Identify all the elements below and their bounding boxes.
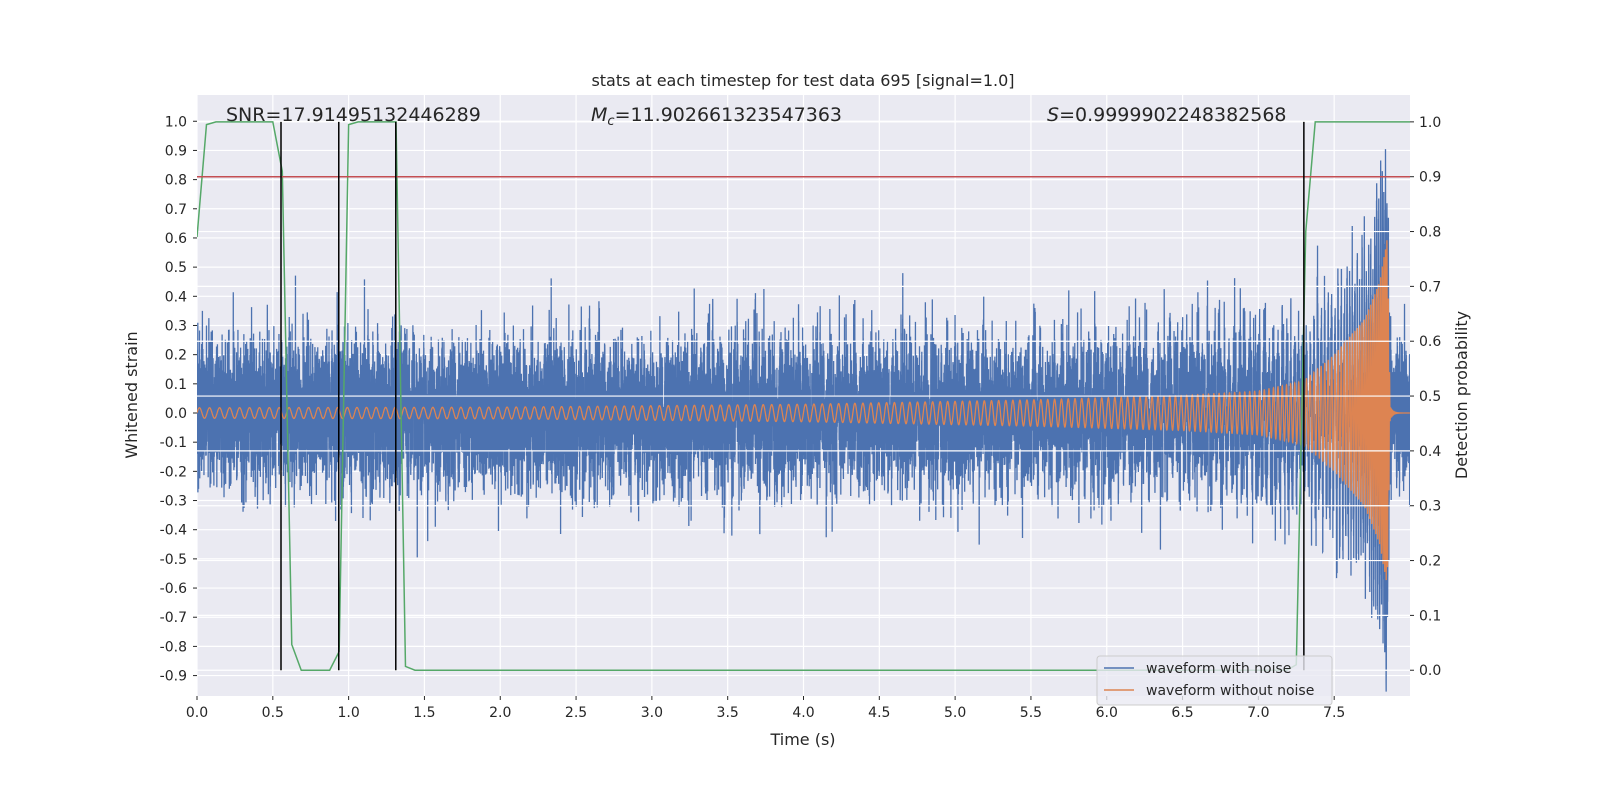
y2-tick-label: 1.0 xyxy=(1419,115,1441,131)
legend-label-noise: waveform with noise xyxy=(1146,661,1291,677)
legend: waveform with noise waveform without noi… xyxy=(1096,655,1333,706)
x-tick-label: 7.5 xyxy=(1323,705,1345,721)
y-tick-label: 0.5 xyxy=(165,260,187,276)
x-tick-label: 3.0 xyxy=(641,705,663,721)
x-tick-label: 5.0 xyxy=(944,705,966,721)
chart-title: stats at each timestep for test data 695… xyxy=(591,71,1014,90)
x-tick-label: 1.0 xyxy=(337,705,359,721)
y-tick-label: -0.4 xyxy=(160,523,187,539)
y-axis-label: Whitened strain xyxy=(122,331,141,458)
legend-box xyxy=(1096,655,1333,706)
y2-tick-label: 0.1 xyxy=(1419,608,1441,624)
s-symbol: S xyxy=(1047,104,1059,126)
y-tick-label: -0.5 xyxy=(160,552,187,568)
y2-tick-label: 0.3 xyxy=(1419,499,1441,515)
snr-annotation: SNR=17.91495132446289 xyxy=(226,104,481,126)
y2-tick-label: 0.6 xyxy=(1419,334,1441,350)
mc-value: =11.902661323547363 xyxy=(615,104,842,126)
y-tick-label: 0.7 xyxy=(165,202,187,218)
mc-symbol: M xyxy=(591,104,607,126)
y-tick-label: 0.8 xyxy=(165,173,187,189)
y-tick-label: -0.8 xyxy=(160,639,187,655)
y2-tick-label: 0.8 xyxy=(1419,225,1441,241)
x-tick-label: 4.5 xyxy=(868,705,890,721)
y-tick-label: -0.7 xyxy=(160,610,187,626)
legend-label-clean: waveform without noise xyxy=(1146,683,1314,699)
x-axis-label: Time (s) xyxy=(769,730,835,749)
y-tick-label: 0.1 xyxy=(165,377,187,393)
mc-subscript: c xyxy=(607,114,614,129)
x-tick-label: 6.0 xyxy=(1096,705,1118,721)
y-tick-label: 0.3 xyxy=(165,318,187,334)
y-tick-label: 0.2 xyxy=(165,348,187,364)
x-tick-label: 4.0 xyxy=(792,705,814,721)
x-tick-label: 0.5 xyxy=(262,705,284,721)
y-tick-label: 1.0 xyxy=(165,114,187,130)
y2-tick-label: 0.0 xyxy=(1419,663,1441,679)
y-tick-label: 0.6 xyxy=(165,231,187,247)
y2-axis-label: Detection probability xyxy=(1452,311,1471,479)
strain-series xyxy=(197,149,1410,692)
s-annotation: S=0.9999902248382568 xyxy=(1047,104,1287,126)
axis-ticks: 0.0 0.5 1.0 1.5 2.0 2.5 3.0 3.5 4.0 4.5 5.0 5.5 6.0 6… xyxy=(160,114,1442,721)
s-value: =0.9999902248382568 xyxy=(1059,104,1286,126)
x-tick-label: 1.5 xyxy=(413,705,435,721)
x-tick-label: 3.5 xyxy=(717,705,739,721)
y2-tick-label: 0.5 xyxy=(1419,389,1441,405)
waveform-without-noise-line xyxy=(197,240,1410,581)
x-tick-label: 6.5 xyxy=(1171,705,1193,721)
y2-tick-label: 0.4 xyxy=(1419,444,1441,460)
y-tick-label: -0.3 xyxy=(160,494,187,510)
y-tick-label: 0.9 xyxy=(165,143,187,159)
y-tick-label: -0.1 xyxy=(160,435,187,451)
y2-tick-label: 0.2 xyxy=(1419,554,1441,570)
y-tick-label: -0.2 xyxy=(160,464,187,480)
y-tick-label: 0.4 xyxy=(165,289,187,305)
y2-tick-label: 0.9 xyxy=(1419,170,1441,186)
x-tick-label: 2.0 xyxy=(489,705,511,721)
y-tick-label: 0.0 xyxy=(165,406,187,422)
x-tick-label: 5.5 xyxy=(1020,705,1042,721)
x-tick-label: 2.5 xyxy=(565,705,587,721)
y-tick-label: -0.9 xyxy=(160,669,187,685)
x-tick-label: 0.0 xyxy=(186,705,208,721)
y2-tick-label: 0.7 xyxy=(1419,279,1441,295)
x-tick-label: 7.0 xyxy=(1247,705,1269,721)
chirp-mass-annotation: Mc=11.902661323547363 xyxy=(591,104,842,129)
y-tick-label: -0.6 xyxy=(160,581,187,597)
